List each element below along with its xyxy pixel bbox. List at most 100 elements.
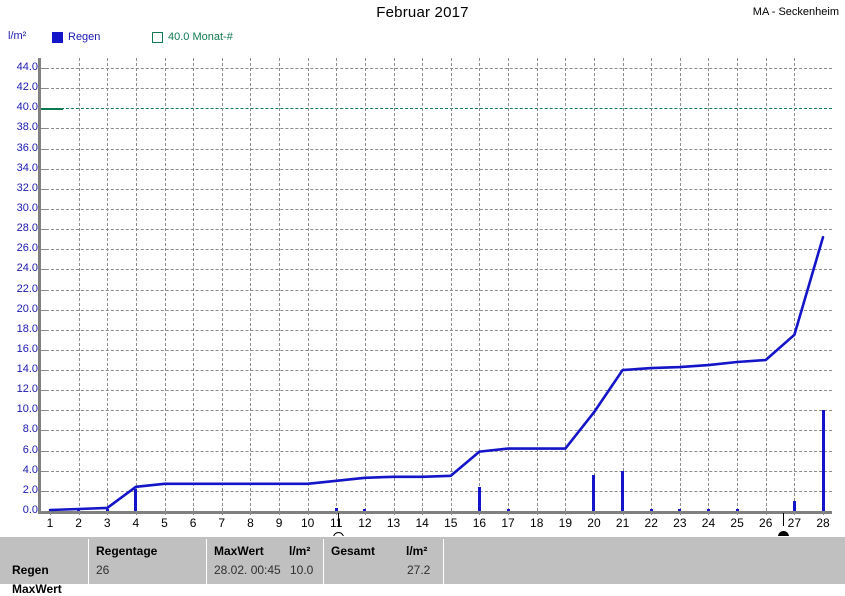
y-tick-label: 36.0 xyxy=(16,141,38,154)
y-tick-mark xyxy=(41,229,46,231)
y-gridline xyxy=(41,209,832,210)
x-tick-label: 17 xyxy=(501,516,515,530)
y-tick-label: 10.0 xyxy=(16,403,38,416)
rain-bar xyxy=(649,509,653,511)
y-tick-mark xyxy=(41,511,46,512)
chart-plot-area[interactable]: 0.0 2.0 4.0 6.0 8.0 10.0 12.0 14.0 16.0 18.0 20.0 2… xyxy=(17,58,832,543)
y-tick-mark xyxy=(41,490,46,492)
first-quarter-tick-icon xyxy=(337,513,339,526)
x-tick-mark xyxy=(508,511,510,515)
x-tick-mark xyxy=(536,511,538,515)
x-tick-label: 12 xyxy=(358,516,372,530)
y-tick-mark xyxy=(41,148,46,150)
status-value-maxwert: 28.02. 00:45 xyxy=(214,563,281,577)
x-tick-mark xyxy=(651,511,653,515)
x-tick-mark xyxy=(450,511,452,515)
y-tick-mark xyxy=(41,309,46,311)
y-tick-label: 34.0 xyxy=(16,161,38,174)
page-title: Februar 2017 xyxy=(376,4,469,21)
x-tick-label: 13 xyxy=(386,516,401,530)
y-tick-mark xyxy=(41,269,46,271)
x-tick-mark xyxy=(307,511,309,515)
y-tick-label: 18.0 xyxy=(16,322,38,335)
y-tick-label: 8.0 xyxy=(22,423,38,436)
x-tick-label: 28 xyxy=(816,516,830,530)
x-tick-mark xyxy=(479,511,481,515)
y-gridline xyxy=(41,329,832,331)
x-gridline xyxy=(593,58,595,511)
cumulative-line-series xyxy=(48,235,825,512)
legend-swatch-regen-icon xyxy=(52,31,63,43)
x-gridline xyxy=(622,58,624,511)
rain-bar xyxy=(621,470,625,511)
y-gridline xyxy=(41,430,832,432)
y-tick-label: 6.0 xyxy=(22,443,38,456)
rain-chart-window: Februar 2017 MA - Seckenheim l/m² Regen … xyxy=(0,4,845,596)
x-gridline xyxy=(107,58,109,511)
status-head-maxwert: MaxWert xyxy=(214,544,264,558)
y-gridline xyxy=(41,168,832,170)
x-tick-mark xyxy=(622,511,624,515)
rain-bar xyxy=(821,410,825,511)
y-gridline xyxy=(41,370,832,372)
status-unitvalue-gesamt: 27.2 xyxy=(407,563,431,577)
x-gridline xyxy=(336,58,338,511)
x-tick-label: 9 xyxy=(275,516,283,530)
x-gridline xyxy=(651,58,653,511)
x-tick-mark xyxy=(679,511,681,515)
y-tick-mark xyxy=(41,450,46,452)
x-tick-label: 4 xyxy=(132,516,140,530)
y-tick-mark xyxy=(41,410,46,412)
x-tick-mark xyxy=(336,511,338,515)
rain-bar xyxy=(363,509,367,511)
x-gridline xyxy=(508,58,510,511)
y-tick-label: 26.0 xyxy=(16,242,38,255)
x-gridline xyxy=(679,58,681,511)
x-tick-mark xyxy=(708,511,710,515)
y-tick-mark xyxy=(41,249,46,251)
y-gridline xyxy=(41,470,832,472)
x-gridline xyxy=(737,58,739,511)
x-tick-label: 6 xyxy=(189,516,197,530)
y-tick-mark xyxy=(41,390,46,392)
y-tick-label: 28.0 xyxy=(16,222,38,235)
status-unit-maxwert: l/m² xyxy=(289,544,311,558)
legend-item-monat[interactable]: 40.0 Monat-# xyxy=(152,31,233,43)
x-tick-label: 27 xyxy=(787,516,802,530)
x-gridline xyxy=(765,58,767,511)
y-tick-label: 20.0 xyxy=(16,302,38,315)
y-gridline xyxy=(41,108,832,110)
x-tick-label: 8 xyxy=(247,516,254,530)
rain-bar xyxy=(592,474,596,511)
status-unit-gesamt: l/m² xyxy=(406,544,428,558)
x-gridline xyxy=(364,58,366,511)
rain-bar xyxy=(105,509,109,511)
status-cell-maxwert: MaxWert 28.02. 00:45 l/m² 10.0 xyxy=(206,539,323,584)
x-tick-mark xyxy=(193,511,195,515)
rain-bar xyxy=(792,500,796,511)
y-tick-label: 42.0 xyxy=(16,81,38,94)
x-tick-mark xyxy=(50,511,51,515)
y-gridline xyxy=(41,68,832,70)
y-tick-mark xyxy=(41,68,46,70)
x-tick-label: 11 xyxy=(330,516,343,530)
x-tick-label: 24 xyxy=(701,516,716,530)
y-tick-mark xyxy=(41,349,46,351)
legend-swatch-monat-icon xyxy=(152,31,163,43)
y-axis-unit-label: l/m² xyxy=(8,30,27,42)
x-tick-label: 20 xyxy=(587,516,601,530)
x-tick-mark xyxy=(78,511,80,515)
x-gridline xyxy=(193,58,195,511)
x-tick-mark xyxy=(250,511,252,515)
x-tick-label: 2 xyxy=(75,516,82,530)
legend-item-regen[interactable]: Regen xyxy=(52,31,100,43)
legend-label-monat: 40.0 Monat-# xyxy=(168,31,233,43)
x-tick-label: 7 xyxy=(218,516,226,530)
y-gridline xyxy=(41,309,832,311)
x-tick-mark xyxy=(393,511,395,515)
rain-bar xyxy=(678,509,682,511)
x-tick-label: 14 xyxy=(415,516,429,530)
x-tick-mark xyxy=(135,511,137,515)
y-tick-label: 4.0 xyxy=(22,463,38,476)
y-tick-label: 30.0 xyxy=(16,202,38,214)
